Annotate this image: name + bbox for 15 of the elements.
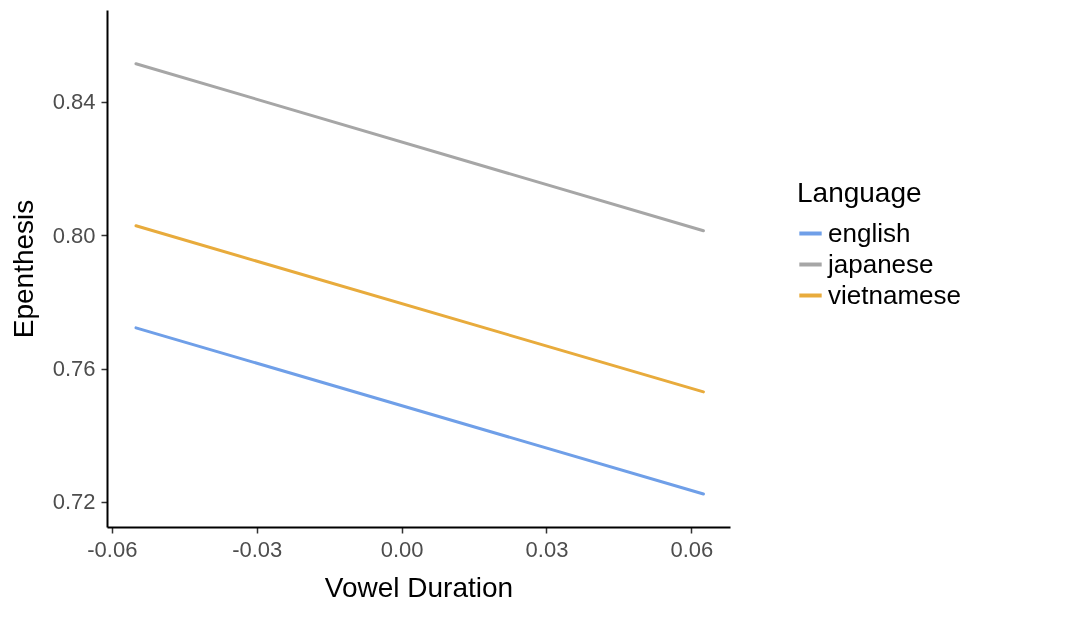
- y-tick-label: 0.76: [52, 356, 96, 382]
- y-axis-title: Epenthesis: [7, 199, 39, 339]
- legend-label: japanese: [827, 248, 934, 279]
- x-tick-label: 0.00: [380, 536, 424, 562]
- legend-title: Language: [797, 177, 922, 208]
- x-tick-label: -0.03: [232, 536, 283, 562]
- x-tick-label: 0.06: [670, 536, 714, 562]
- legend-label: english: [828, 217, 911, 248]
- y-tick-label: 0.80: [52, 222, 96, 248]
- x-axis-title: Vowel Duration: [324, 571, 514, 603]
- legend-label: vietnamese: [828, 279, 961, 310]
- x-tick-label: -0.06: [87, 536, 138, 562]
- x-tick-label: 0.03: [525, 536, 569, 562]
- y-tick-label: 0.72: [52, 489, 96, 515]
- y-tick-label: 0.84: [52, 89, 96, 115]
